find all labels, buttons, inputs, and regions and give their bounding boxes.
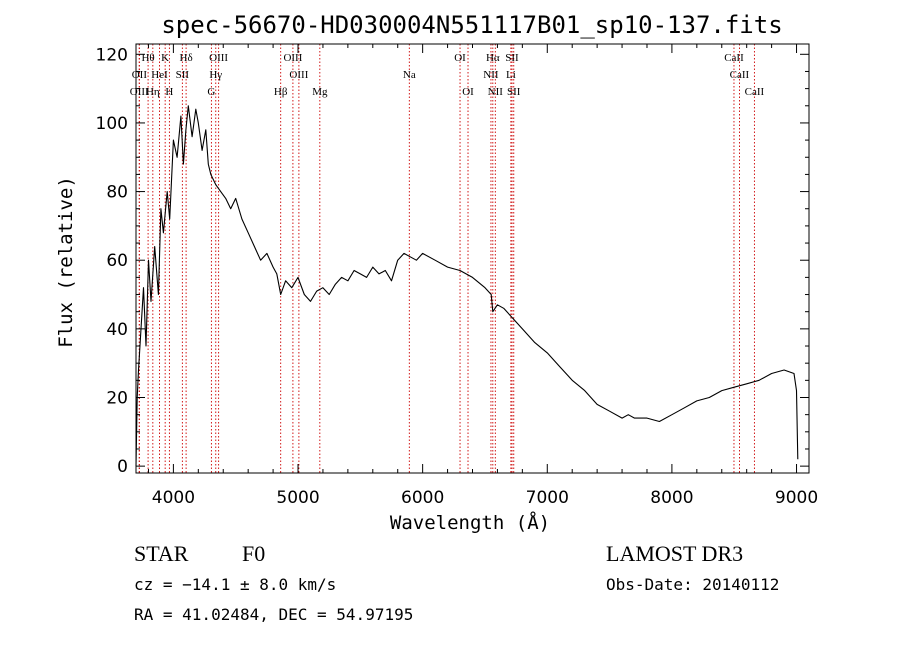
- spectral-line-label: Li: [506, 69, 516, 81]
- spectral-line-label: CaII: [724, 52, 744, 64]
- x-tick-label: 8000: [650, 488, 693, 508]
- redshift-cz: cz = −14.1 ± 8.0 km/s: [134, 575, 336, 594]
- obs-date: Obs-Date: 20140112: [606, 575, 779, 594]
- y-axis-label: Flux (relative): [55, 176, 77, 348]
- x-tick-label: 6000: [401, 488, 444, 508]
- survey-name: LAMOST DR3: [606, 541, 743, 566]
- y-tick-label: 100: [96, 114, 128, 134]
- spectral-line-label: SII: [505, 52, 519, 64]
- spectral-line-label: SII: [176, 69, 190, 81]
- spectral-line-markers: [138, 44, 755, 473]
- x-axis-label: Wavelength (Å): [390, 511, 550, 534]
- spectral-line-label: OIII: [130, 86, 149, 98]
- spectral-line-label: OIII: [289, 69, 308, 81]
- object-class: STAR: [134, 541, 189, 566]
- chart-title: spec-56670-HD030004N551117B01_sp10-137.f…: [161, 11, 782, 39]
- spectral-line-label: CaII: [745, 86, 765, 98]
- object-subclass: F0: [242, 541, 265, 566]
- y-tick-label: 40: [106, 320, 128, 340]
- plot-frame: [135, 43, 810, 474]
- spectral-line-label: HeI: [151, 69, 168, 81]
- spectral-line-label: CaII: [730, 69, 750, 81]
- y-tick-label: 80: [106, 183, 128, 203]
- spectral-line-label: Mg: [312, 86, 328, 98]
- spectral-line-label: OI: [454, 52, 466, 64]
- spectral-line-label: OII: [132, 69, 148, 81]
- y-tick-label: 20: [106, 388, 128, 408]
- axis-ticks: 4000 5000 6000 7000 8000 9000 0 20 40 60 80 100 120: [96, 44, 818, 508]
- flux-line: [135, 105, 799, 467]
- coordinates: RA = 41.02484, DEC = 54.97195: [134, 605, 413, 624]
- spectral-line-label: SII: [507, 86, 521, 98]
- spectral-line-label: Hα: [486, 52, 500, 64]
- spectral-line-label: NII: [488, 86, 504, 98]
- y-tick-label: 60: [106, 251, 128, 271]
- spectral-line-label: H: [165, 86, 173, 98]
- spectral-line-labels: Hθ K Hδ OIII OIII OI Hα SII CaII OII HeI SII Hγ OIII N…: [130, 52, 765, 98]
- spectral-line-label: Hβ: [274, 86, 288, 98]
- spectral-line-label: OIII: [283, 52, 302, 64]
- spectral-line-label: NII: [483, 69, 499, 81]
- spectral-line-label: Hθ: [141, 52, 154, 64]
- x-tick-label: 5000: [276, 488, 319, 508]
- spectral-line-label: Hδ: [180, 52, 193, 64]
- spectral-line-label: G: [207, 86, 215, 98]
- spectral-line-label: Hγ: [209, 69, 222, 81]
- flux-series: [135, 105, 799, 467]
- spectral-line-label: Hη: [146, 86, 160, 98]
- spectral-line-label: K: [161, 52, 169, 64]
- spectral-line-label: OIII: [209, 52, 228, 64]
- y-tick-label: 120: [96, 45, 128, 65]
- x-tick-label: 4000: [152, 488, 195, 508]
- spectral-line-label: OI: [462, 86, 474, 98]
- x-tick-label: 7000: [526, 488, 569, 508]
- y-tick-label: 0: [117, 457, 128, 477]
- x-tick-label: 9000: [775, 488, 818, 508]
- spectral-line-label: Na: [403, 69, 416, 81]
